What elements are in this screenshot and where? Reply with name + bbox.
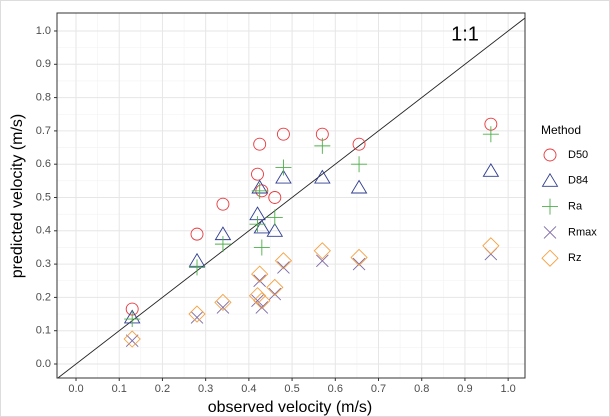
point	[216, 197, 230, 211]
point	[351, 156, 368, 173]
point	[190, 311, 204, 324]
y-tick-label: 0.3	[36, 258, 51, 270]
point	[350, 179, 368, 194]
point	[482, 162, 500, 177]
point	[253, 137, 267, 151]
point	[251, 182, 268, 199]
point	[253, 274, 266, 288]
point	[482, 126, 499, 143]
plot-background	[57, 13, 525, 378]
x-tick-label: 0.1	[112, 383, 127, 395]
point	[251, 294, 264, 308]
x-tick-label: 0.7	[371, 383, 386, 395]
point	[124, 311, 141, 328]
point	[314, 137, 331, 154]
point	[214, 236, 231, 253]
point	[482, 237, 500, 255]
x-tick-label: 0.5	[284, 383, 299, 395]
point	[266, 209, 283, 226]
point	[253, 239, 270, 256]
y-tick-label: 0.9	[36, 58, 51, 70]
x-tick-label: 0.8	[414, 383, 429, 395]
y-tick-label: 0.2	[36, 291, 51, 303]
point	[352, 137, 366, 151]
legend-label: D50	[568, 149, 588, 161]
point	[350, 248, 368, 267]
legend-label: Ra	[568, 201, 583, 213]
point	[352, 257, 366, 271]
y-tick-label: 0.4	[36, 225, 51, 237]
x-tick-label: 0.4	[241, 383, 256, 395]
legend-label: Rmax	[568, 226, 597, 238]
y-tick-label: 0.1	[36, 325, 51, 337]
legend-symbol	[543, 148, 557, 162]
point	[268, 191, 282, 204]
point	[314, 169, 331, 184]
x-tick-label: 0.2	[155, 383, 170, 395]
point	[268, 287, 282, 301]
point	[248, 287, 267, 305]
point	[125, 334, 139, 348]
y-tick-label: 0.7	[36, 125, 51, 137]
legend-symbol	[543, 226, 557, 239]
legend-label: D84	[568, 175, 588, 187]
x-tick-label: 0.9	[457, 383, 472, 395]
point	[316, 254, 329, 268]
point	[266, 222, 284, 237]
legend-title: Method	[541, 123, 581, 137]
legend-symbol	[542, 198, 558, 215]
y-tick-label: 0.8	[36, 91, 51, 103]
x-tick-label: 0.6	[328, 383, 343, 395]
x-tick-label: 1.0	[500, 383, 515, 395]
point	[253, 219, 271, 234]
point	[253, 292, 271, 310]
y-tick-label: 0.0	[36, 358, 51, 370]
point	[275, 169, 292, 184]
point	[313, 242, 331, 260]
point	[266, 278, 284, 297]
point	[123, 330, 141, 348]
point	[251, 167, 264, 181]
point	[216, 301, 230, 314]
x-tick-label: 0.0	[68, 383, 83, 395]
point	[188, 305, 206, 323]
y-tick-label: 0.5	[36, 191, 51, 203]
legend-symbol	[541, 249, 559, 267]
legend-label: Rz	[568, 252, 581, 264]
point	[274, 252, 293, 270]
reference-line	[57, 17, 525, 378]
point	[276, 127, 290, 141]
x-axis-title: observed velocity (m/s)	[208, 399, 373, 416]
y-tick-label: 1.0	[36, 25, 51, 37]
y-axis-title: predicted velocity (m/s)	[9, 114, 26, 279]
point	[275, 159, 292, 176]
point	[249, 216, 266, 233]
plot-border	[56, 12, 526, 379]
legend-symbol	[541, 172, 559, 187]
annotation: 1:1	[451, 23, 479, 45]
point	[251, 265, 269, 283]
point	[189, 259, 206, 276]
point	[277, 261, 290, 274]
point	[214, 293, 232, 312]
x-tick-label: 0.3	[198, 383, 213, 395]
y-tick-label: 0.6	[36, 158, 51, 170]
point	[190, 227, 204, 241]
